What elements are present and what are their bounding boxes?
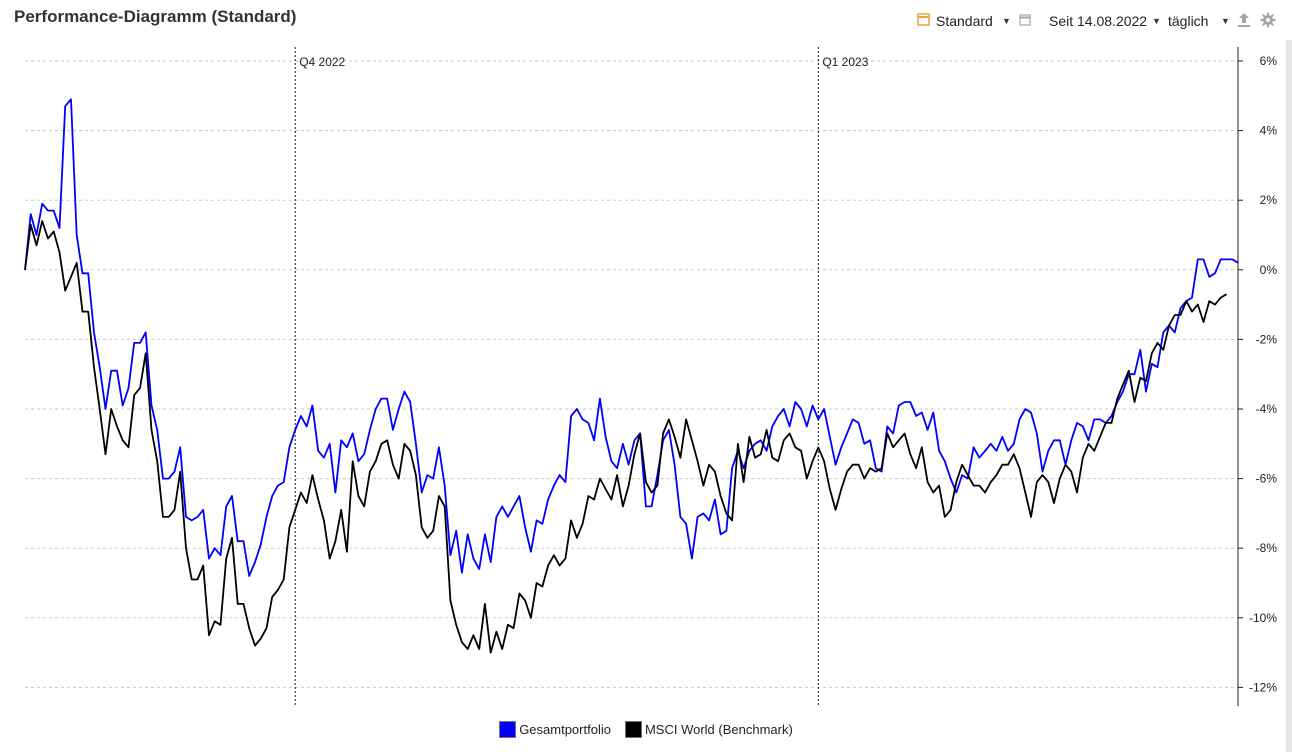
since-dropdown[interactable]: ▼ — [1152, 11, 1161, 31]
chevron-down-icon: ▼ — [1002, 16, 1011, 26]
y-tick-label: -10% — [1249, 611, 1277, 625]
gear-icon — [1260, 12, 1276, 31]
window-button[interactable] — [1019, 11, 1031, 31]
legend-swatch-portfolio — [499, 721, 517, 738]
scrollbar[interactable] — [1286, 40, 1292, 752]
y-tick-label: 2% — [1260, 193, 1278, 207]
interval-selector[interactable]: täglich — [1168, 11, 1208, 31]
period-marker-label: Q1 2023 — [822, 55, 868, 69]
page-title: Performance-Diagramm (Standard) — [14, 7, 297, 26]
settings-button[interactable] — [1260, 11, 1276, 31]
view-dropdown[interactable]: ▼ — [1002, 11, 1011, 31]
chart-toolbar: Standard ▼ Seit 14.08.2022 ▼ täglich ▼ — [916, 11, 1292, 31]
view-label: Standard — [936, 13, 993, 29]
y-tick-label: 0% — [1260, 263, 1278, 277]
y-tick-label: -4% — [1256, 402, 1278, 416]
legend-item-portfolio[interactable]: Gesamtportfolio — [499, 721, 611, 738]
legend-swatch-benchmark — [624, 721, 642, 738]
y-tick-label: 4% — [1260, 124, 1278, 138]
view-selector[interactable]: Standard — [917, 11, 993, 31]
series-line-benchmark — [24, 220, 1227, 654]
chevron-down-icon: ▼ — [1152, 16, 1161, 26]
y-tick-label: -12% — [1249, 680, 1277, 694]
export-button[interactable] — [1237, 11, 1251, 31]
y-tick-label: -2% — [1256, 332, 1278, 346]
period-marker-label: Q4 2022 — [299, 55, 345, 69]
y-tick-label: -6% — [1256, 472, 1278, 486]
chevron-down-icon: ▼ — [1221, 16, 1230, 26]
legend-label-benchmark: MSCI World (Benchmark) — [644, 722, 793, 737]
since-selector[interactable]: Seit 14.08.2022 — [1049, 11, 1147, 31]
legend-label-portfolio: Gesamtportfolio — [519, 722, 611, 737]
window-icon — [1019, 13, 1031, 29]
export-icon — [1237, 12, 1251, 31]
interval-label: täglich — [1168, 13, 1209, 29]
y-tick-label: -8% — [1256, 541, 1278, 555]
interval-dropdown[interactable]: ▼ — [1221, 11, 1230, 31]
legend-item-benchmark[interactable]: MSCI World (Benchmark) — [624, 721, 793, 738]
chart-legend: Gesamtportfolio MSCI World (Benchmark) — [0, 721, 1292, 738]
y-tick-label: 6% — [1260, 54, 1278, 68]
series-line-portfolio — [24, 98, 1239, 577]
calendar-icon — [917, 13, 930, 29]
since-label: Seit 14.08.2022 — [1049, 13, 1148, 29]
